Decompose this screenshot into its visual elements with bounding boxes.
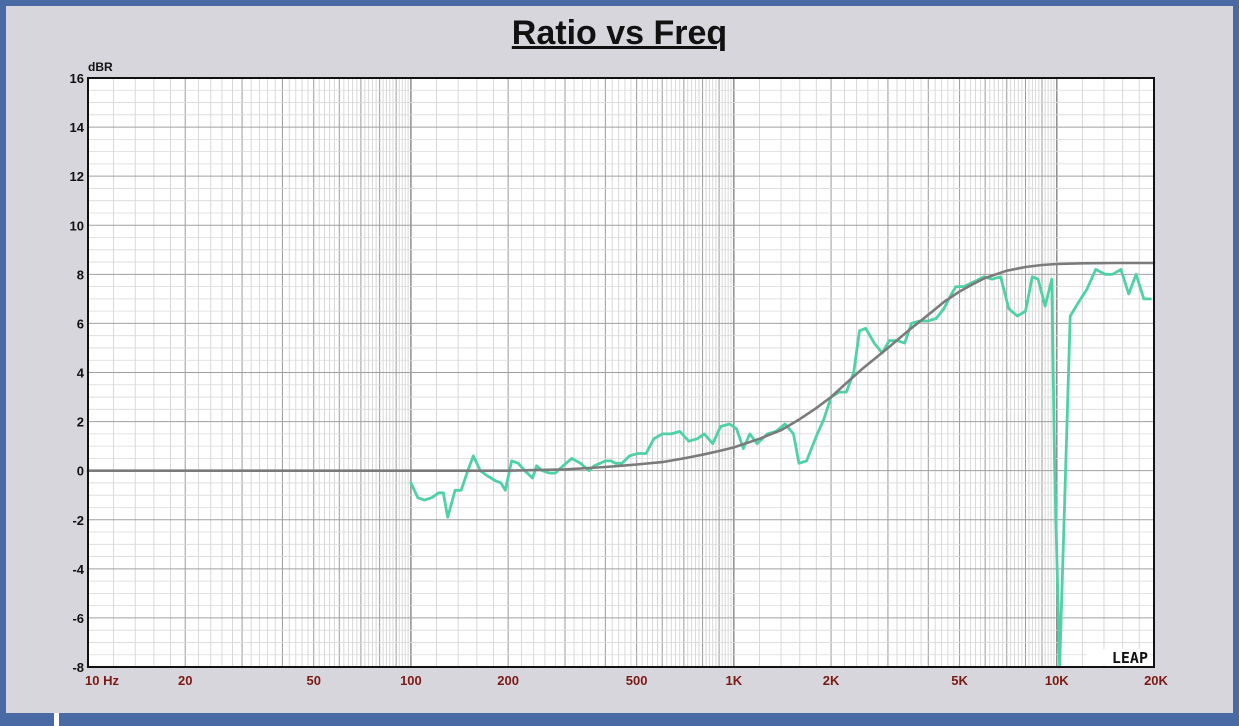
x-tick-label: 20K [1144,673,1168,688]
y-tick-label: 14 [70,120,85,135]
y-tick-label: 2 [77,415,84,430]
x-tick-label: 50 [306,673,320,688]
leap-logo: LEAP [1112,649,1148,667]
y-tick-label: 0 [77,464,84,479]
x-tick-label: 10K [1045,673,1069,688]
x-tick-label: 500 [626,673,648,688]
y-tick-label: 12 [70,169,84,184]
series-line-measured [409,268,1152,669]
y-tick-label: 16 [70,71,84,86]
y-axis-label: dBR [88,60,113,74]
x-tick-label: 10 Hz [85,673,119,688]
x-tick-label: 1K [726,673,743,688]
window-edge-marker [54,713,59,726]
x-tick-label: 5K [951,673,968,688]
x-tick-label: 20 [178,673,192,688]
y-tick-label: -6 [72,611,84,626]
series-line-target [86,261,1156,472]
x-tick-label: 2K [823,673,840,688]
y-tick-label: 4 [77,366,85,381]
y-tick-label: -8 [72,660,84,675]
x-tick-label: 100 [400,673,422,688]
y-tick-label: -4 [72,562,84,577]
chart-title: Ratio vs Freq [511,14,728,52]
y-tick-label: -2 [72,513,84,528]
logo-backdrop [1086,649,1150,665]
y-tick-label: 10 [70,218,84,233]
plot-border [87,77,1155,668]
x-tick-label: 200 [497,673,519,688]
y-tick-label: 8 [77,267,84,282]
y-tick-label: 6 [77,316,84,331]
